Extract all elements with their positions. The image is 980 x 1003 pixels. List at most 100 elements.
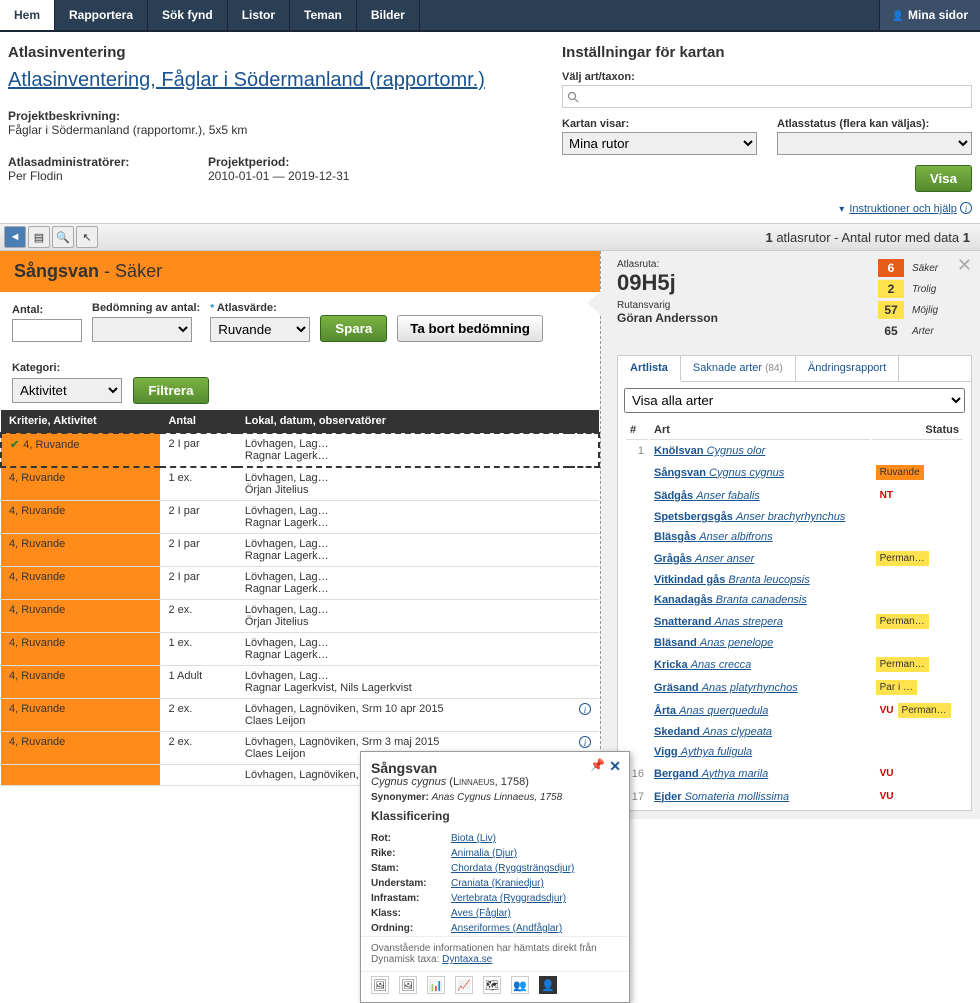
mapsettings-heading: Inställningar för kartan [562, 44, 972, 61]
list-item[interactable]: Bläsand Anas penelope [626, 634, 963, 652]
icon-6[interactable]: 👥 [511, 976, 529, 994]
icon-3[interactable]: 📊 [427, 976, 445, 994]
desc-value: Fåglar i Södermanland (rapportomr.), 5x5… [8, 123, 542, 137]
popup-title: Sångsvan [371, 760, 619, 776]
tab-sokfynd[interactable]: Sök fynd [148, 0, 228, 30]
table-row[interactable]: 4, Ruvande2 I parLövhagen, Lag…Ragnar La… [1, 534, 599, 567]
info-icon[interactable]: i [579, 736, 591, 748]
list-item[interactable]: 1Knölsvan Cygnus olor [626, 442, 963, 460]
left-pane: Sångsvan - Säker Antal: Bedömning av ant… [0, 251, 600, 819]
cat-select[interactable]: Aktivitet [12, 378, 122, 403]
table-row[interactable]: 4, Ruvande2 I parLövhagen, Lag…Ragnar La… [1, 501, 599, 534]
info-icon[interactable]: i [579, 703, 591, 715]
pin-icon[interactable]: 📌 [590, 758, 605, 772]
tab-listor[interactable]: Listor [228, 0, 290, 30]
toolbar-summary: 1 atlasrutor - Antal rutor med data 1 [765, 230, 976, 245]
close-pane-icon[interactable]: ✕ [957, 255, 972, 276]
filter-button[interactable]: Filtrera [133, 377, 208, 404]
visa-button[interactable]: Visa [915, 165, 972, 192]
taxon-input[interactable] [562, 85, 972, 108]
layers-icon[interactable]: ▤ [28, 226, 50, 248]
kartan-label: Kartan visar: [562, 118, 757, 130]
list-item[interactable]: 16Bergand Aythya marilaVU [626, 763, 963, 784]
list-item[interactable]: Grågås Anser anserPerman… [626, 548, 963, 569]
tab-artlista[interactable]: Artlista [618, 356, 681, 382]
zoom-icon[interactable]: 🔍 [52, 226, 74, 248]
tab-andring[interactable]: Ändringsrapport [796, 356, 899, 381]
close-icon[interactable]: ✕ [609, 758, 621, 775]
table-row[interactable]: 4, Ruvande1 AdultLövhagen, Lag…Ragnar La… [1, 666, 599, 699]
top-nav: Hem Rapportera Sök fynd Listor Teman Bil… [0, 0, 980, 32]
antal-label: Antal: [12, 304, 82, 316]
artlist-table: # Art Status 1Knölsvan Cygnus olorSångsv… [624, 419, 965, 811]
list-item[interactable]: Sångsvan Cygnus cygnusRuvande [626, 462, 963, 483]
period-value: 2010-01-01 — 2019-12-31 [208, 169, 408, 183]
icon-1[interactable]: 🖼 [371, 976, 389, 994]
info-icon[interactable]: i [960, 202, 972, 214]
period-label: Projektperiod: [208, 155, 408, 169]
col-lokal: Lokal, datum, observatörer [237, 410, 569, 433]
project-heading: Atlasinventering [8, 44, 542, 61]
atlas-select[interactable]: Ruvande [210, 317, 310, 342]
table-row[interactable]: 4, Ruvande1 ex.Lövhagen, Lag…Ragnar Lage… [1, 633, 599, 666]
list-item[interactable]: Kricka Anas creccaPerman… [626, 654, 963, 675]
list-item[interactable]: Årta Anas querquedulaVUPerman… [626, 700, 963, 721]
species-bar: Sångsvan - Säker [0, 251, 600, 292]
save-button[interactable]: Spara [320, 315, 387, 342]
remove-button[interactable]: Ta bort bedömning [397, 315, 543, 342]
atlas-label: Atlasvärde: [210, 302, 310, 314]
icon-5[interactable]: 🗺 [483, 976, 501, 994]
bedom-select[interactable] [92, 317, 192, 342]
icon-4[interactable]: 📈 [455, 976, 473, 994]
observations-table: Kriterie, Aktivitet Antal Lokal, datum, … [0, 410, 600, 786]
table-row[interactable]: 4, Ruvande2 I parLövhagen, Lag…Ragnar La… [1, 567, 599, 600]
list-item[interactable]: Bläsgås Anser albifrons [626, 528, 963, 546]
tab-saknade[interactable]: Saknade arter (84) [681, 356, 796, 381]
table-row[interactable]: ✔4, Ruvande2 I parLövhagen, Lag…Ragnar L… [1, 433, 599, 467]
species-popup: 📌 ✕ Sångsvan Cygnus cygnus (Linnaeus, 17… [360, 751, 630, 1003]
list-item[interactable]: Kanadagås Branta canadensis [626, 591, 963, 609]
antal-input[interactable] [12, 319, 82, 342]
taxonomy-list: Rot:Biota (Liv)Rike:Animalia (Djur)Stam:… [361, 831, 629, 936]
cat-label: Kategori: [12, 362, 588, 374]
dyntaxa-link[interactable]: Dyntaxa.se [442, 954, 492, 965]
tab-teman[interactable]: Teman [290, 0, 357, 30]
resp-name: Göran Andersson [617, 311, 718, 325]
list-item[interactable]: Snatterand Anas streperaPerman… [626, 611, 963, 632]
popup-klass-heading: Klassificering [371, 809, 619, 823]
instructions-link[interactable]: Instruktioner och hjälp [849, 203, 957, 215]
list-item[interactable]: Vigg Aythya fuligula [626, 743, 963, 761]
right-tabs: Artlista Saknade arter (84) Ändringsrapp… [617, 355, 972, 381]
tab-hem[interactable]: Hem [0, 0, 55, 30]
main-area: Sångsvan - Säker Antal: Bedömning av ant… [0, 251, 980, 819]
artfilter-select[interactable]: Visa alla arter [624, 388, 965, 413]
col-kriterie: Kriterie, Aktivitet [1, 410, 160, 433]
kartan-select[interactable]: Mina rutor [562, 132, 757, 155]
project-header: Atlasinventering Atlasinventering, Fågla… [0, 32, 980, 223]
table-row[interactable]: 4, Ruvande1 ex.Lövhagen, Lag…Örjan Jitel… [1, 467, 599, 501]
back-icon[interactable]: ◄ [4, 226, 26, 248]
status-select[interactable] [777, 132, 972, 155]
col-antal: Antal [160, 410, 236, 433]
table-row[interactable]: 4, Ruvande2 ex.Lövhagen, Lagnöviken, Srm… [1, 699, 599, 732]
tab-rapportera[interactable]: Rapportera [55, 0, 148, 30]
list-item[interactable]: 18Alfågel Clangula hyemalis [626, 809, 963, 811]
project-link[interactable]: Atlasinventering, Fåglar i Södermanland … [8, 67, 485, 93]
pointer-icon[interactable]: ↖ [76, 226, 98, 248]
popup-toolbar: 🖼 🖼 📊 📈 🗺 👥 👤 [361, 971, 629, 1002]
table-row[interactable]: 4, Ruvande2 ex.Lövhagen, Lag…Örjan Jitel… [1, 600, 599, 633]
taxon-label: Välj art/taxon: [562, 71, 972, 83]
icon-2[interactable]: 🖼 [399, 976, 417, 994]
list-item[interactable]: 17Ejder Somateria mollissimaVU [626, 786, 963, 807]
tab-bilder[interactable]: Bilder [357, 0, 420, 30]
mypages-link[interactable]: Mina sidor [879, 0, 980, 30]
artlist-wrap: Visa alla arter # Art Status 1Knölsvan C… [617, 381, 972, 811]
list-item[interactable]: Skedand Anas clypeata [626, 723, 963, 741]
list-item[interactable]: Vitkindad gås Branta leucopsis [626, 571, 963, 589]
list-item[interactable]: Gräsand Anas platyrhynchosPar i … [626, 677, 963, 698]
list-item[interactable]: Sädgås Anser fabalisNT [626, 485, 963, 506]
assessment-form: Antal: Bedömning av antal: Atlasvärde: R… [0, 292, 600, 352]
category-filter: Kategori: Aktivitet Filtrera [0, 352, 600, 410]
list-item[interactable]: Spetsbergsgås Anser brachyrhynchus [626, 508, 963, 526]
icon-7[interactable]: 👤 [539, 976, 557, 994]
